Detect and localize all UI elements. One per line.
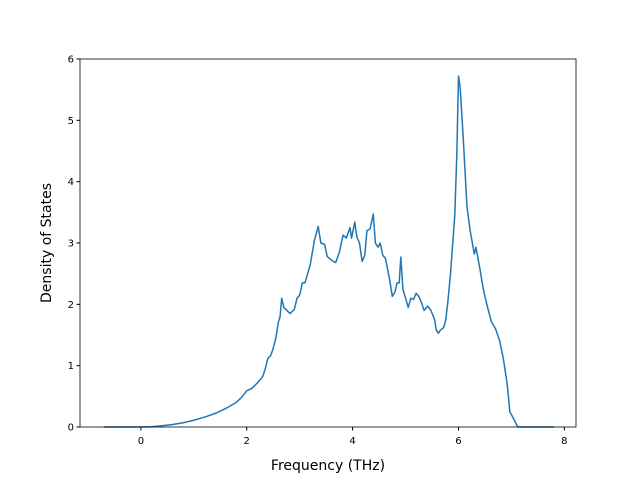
x-axis-label: Frequency (THz) [271,458,385,474]
y-tick-label: 1 [68,361,74,372]
x-tick-label: 8 [561,436,567,447]
plot-frame [79,58,577,428]
x-tick-label: 4 [349,436,355,447]
y-tick-label: 0 [68,423,74,434]
y-axis-label: Density of States [39,183,55,303]
x-tick-label: 2 [244,436,250,447]
y-tick-label: 4 [68,177,74,188]
x-tick-label: 6 [455,436,461,447]
y-tick-label: 2 [68,300,74,311]
y-tick-label: 5 [68,116,74,127]
y-tick-label: 6 [68,55,74,66]
x-tick-label: 0 [138,436,144,447]
y-tick-label: 3 [68,239,74,250]
line [103,75,554,428]
